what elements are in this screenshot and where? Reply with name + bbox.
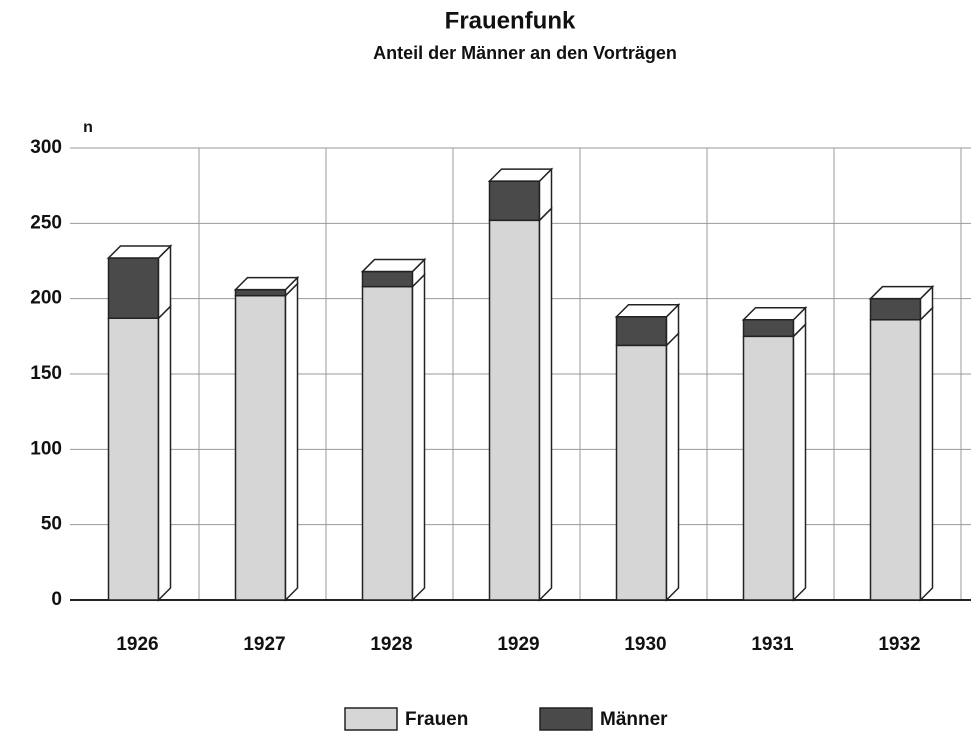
bar-side: [919, 305, 934, 602]
chart-title: Frauenfunk: [445, 7, 576, 34]
bar-top: [868, 285, 935, 300]
y-tick-label: 300: [30, 137, 62, 158]
legend-label: Frauen: [405, 709, 468, 730]
y-axis-label: n: [83, 119, 93, 136]
x-tick-label: 1931: [751, 634, 794, 655]
bar-segment: [107, 317, 160, 601]
bar-segment: [488, 219, 541, 601]
y-tick-label: 150: [30, 363, 62, 384]
bar-segment: [869, 319, 922, 601]
bar-side: [411, 272, 426, 602]
bar-side: [538, 206, 553, 602]
bar-top: [106, 245, 173, 259]
x-tick-label: 1932: [878, 634, 920, 655]
y-tick-label: 250: [30, 212, 62, 233]
bar-top: [741, 307, 808, 321]
bar-segment: [361, 270, 414, 288]
bar-segment: [234, 288, 287, 297]
y-tick-label: 100: [30, 438, 62, 459]
bar-segment: [361, 285, 414, 601]
bar-segment: [742, 335, 795, 601]
y-tick-label: 0: [51, 589, 62, 610]
bar-segment: [742, 319, 795, 338]
bar-side: [792, 322, 807, 602]
chart-subtitle: Anteil der Männer an den Vorträgen: [373, 43, 677, 63]
x-tick-label: 1927: [243, 634, 285, 655]
bar-segment: [869, 297, 922, 321]
bar-top: [487, 168, 554, 182]
bar-side: [284, 281, 299, 602]
bar-side: [665, 331, 680, 602]
bar-top: [614, 303, 681, 318]
y-tick-label: 50: [41, 514, 62, 535]
bar-segment: [488, 180, 541, 222]
legend-label: Männer: [600, 709, 668, 730]
x-tick-label: 1926: [116, 634, 158, 655]
bar-segment: [615, 344, 668, 601]
bar-segment: [615, 315, 668, 347]
x-tick-label: 1929: [497, 634, 539, 655]
x-tick-label: 1928: [370, 634, 412, 655]
x-tick-label: 1930: [624, 634, 666, 655]
legend-swatch: [344, 707, 398, 731]
bar-side: [157, 304, 172, 602]
bar-top: [233, 276, 300, 291]
bar-top: [360, 258, 427, 273]
bar-segment: [107, 257, 160, 320]
y-tick-label: 200: [30, 288, 62, 309]
bar-segment: [234, 294, 287, 601]
legend-swatch: [539, 707, 593, 731]
